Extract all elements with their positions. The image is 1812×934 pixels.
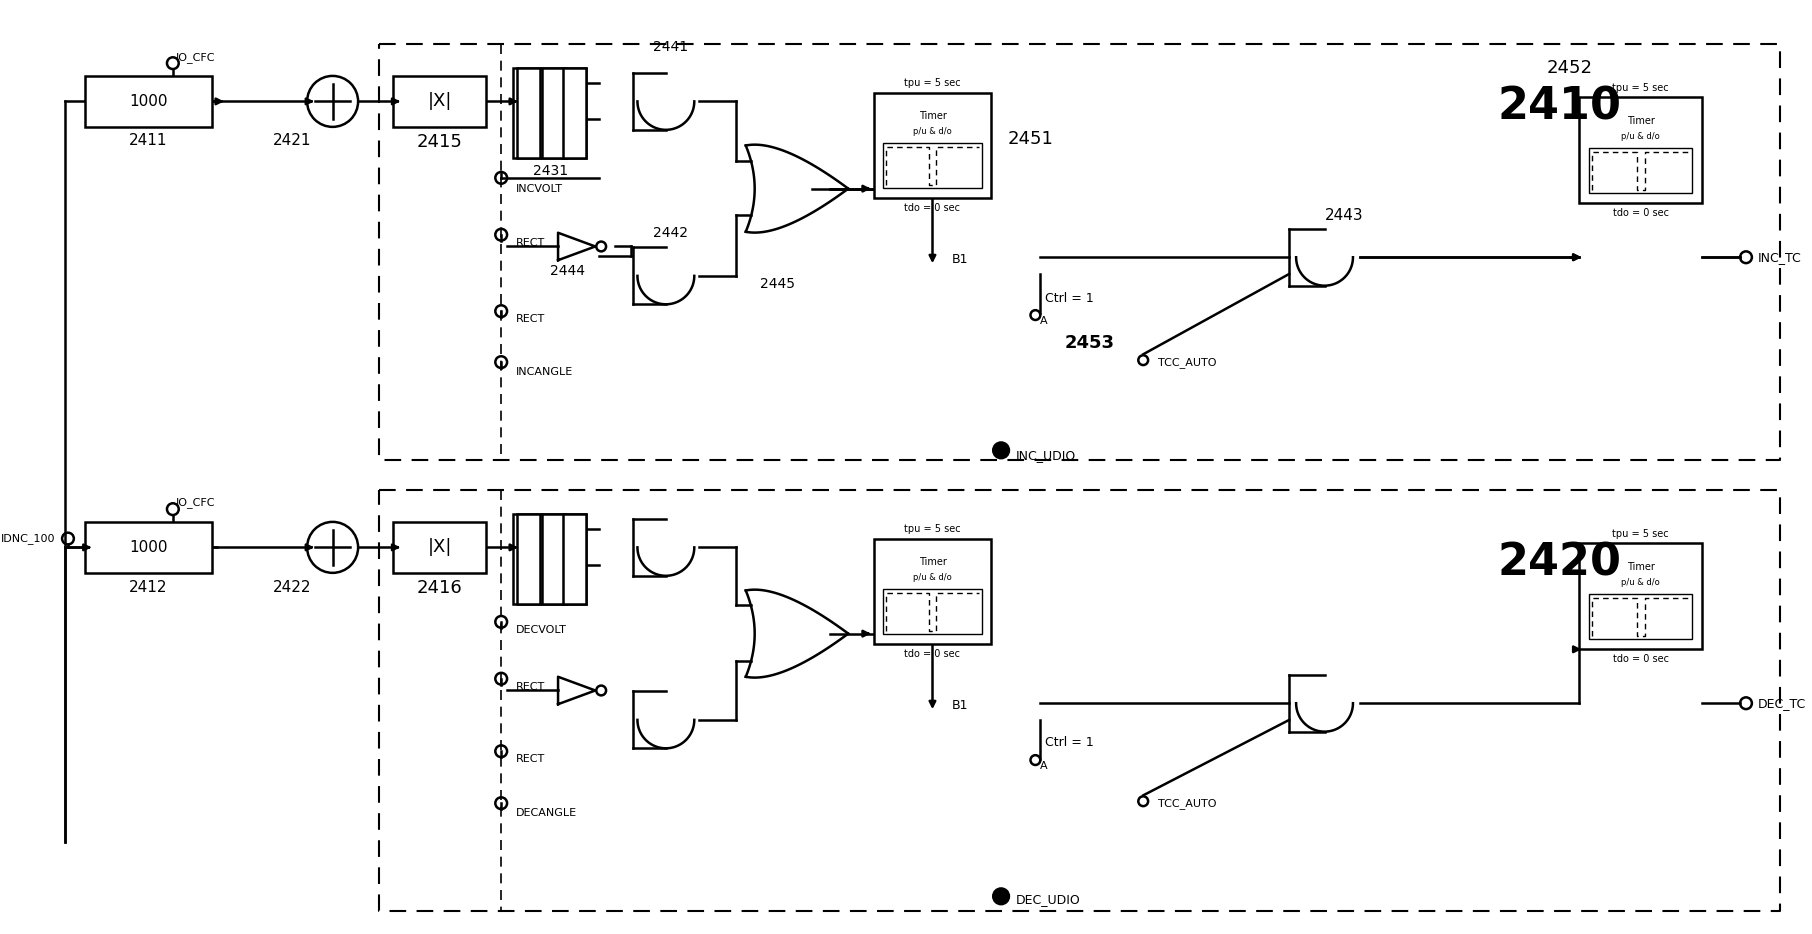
Text: Timer: Timer bbox=[919, 111, 946, 120]
Text: Ctrl = 1: Ctrl = 1 bbox=[1046, 736, 1094, 749]
Text: Timer: Timer bbox=[919, 557, 946, 567]
Text: 2444: 2444 bbox=[551, 264, 585, 278]
Bar bbox=[1580, 97, 1701, 204]
Text: DEC_UDIO: DEC_UDIO bbox=[1017, 893, 1080, 906]
Bar bbox=[564, 514, 587, 604]
Text: INCVOLT: INCVOLT bbox=[516, 184, 564, 193]
Text: Ctrl = 1: Ctrl = 1 bbox=[1046, 292, 1094, 304]
Text: 2441: 2441 bbox=[652, 39, 689, 53]
Text: RECT: RECT bbox=[516, 237, 545, 248]
Text: 2452: 2452 bbox=[1547, 59, 1593, 78]
Bar bbox=[85, 522, 212, 573]
Text: IO_CFC: IO_CFC bbox=[176, 497, 216, 508]
Text: tpu = 5 sec: tpu = 5 sec bbox=[1613, 83, 1669, 92]
Text: 2421: 2421 bbox=[274, 134, 312, 149]
Circle shape bbox=[993, 443, 1009, 459]
Text: RECT: RECT bbox=[516, 754, 545, 764]
Bar bbox=[1580, 544, 1701, 649]
Text: tpu = 5 sec: tpu = 5 sec bbox=[904, 78, 960, 88]
Text: DECANGLE: DECANGLE bbox=[516, 808, 576, 818]
Text: 2415: 2415 bbox=[417, 133, 462, 150]
Text: 1000: 1000 bbox=[129, 94, 167, 109]
Bar bbox=[85, 76, 212, 127]
Text: |X|: |X| bbox=[428, 92, 451, 110]
Text: 2445: 2445 bbox=[759, 276, 795, 290]
Text: tpu = 5 sec: tpu = 5 sec bbox=[904, 524, 960, 533]
Text: A: A bbox=[1040, 316, 1047, 326]
Text: 2420: 2420 bbox=[1499, 542, 1622, 585]
Text: 2412: 2412 bbox=[129, 580, 167, 595]
Text: INC_TC: INC_TC bbox=[1758, 250, 1801, 263]
Text: IDNC_100: IDNC_100 bbox=[0, 533, 54, 544]
Text: DEC_TC: DEC_TC bbox=[1758, 697, 1807, 710]
Text: tpu = 5 sec: tpu = 5 sec bbox=[1613, 529, 1669, 539]
Text: INCANGLE: INCANGLE bbox=[516, 367, 573, 377]
Text: TCC_AUTO: TCC_AUTO bbox=[1158, 798, 1216, 809]
Bar bbox=[516, 514, 540, 604]
Bar bbox=[542, 68, 565, 158]
Text: tdo = 0 sec: tdo = 0 sec bbox=[1613, 654, 1669, 664]
Text: 2453: 2453 bbox=[1064, 333, 1114, 351]
Text: 1000: 1000 bbox=[129, 540, 167, 555]
Bar bbox=[513, 514, 587, 604]
Bar bbox=[1589, 594, 1692, 639]
Text: INC_UDIO: INC_UDIO bbox=[1017, 448, 1076, 461]
Bar bbox=[882, 589, 982, 634]
Bar bbox=[882, 144, 982, 188]
Text: B1: B1 bbox=[951, 253, 969, 265]
Text: p/u & d/o: p/u & d/o bbox=[913, 573, 951, 582]
Text: 2451: 2451 bbox=[1007, 130, 1053, 148]
Text: 2443: 2443 bbox=[1325, 207, 1363, 222]
Text: TCC_AUTO: TCC_AUTO bbox=[1158, 357, 1216, 368]
Bar bbox=[513, 68, 587, 158]
Text: tdo = 0 sec: tdo = 0 sec bbox=[904, 649, 960, 659]
Text: B1: B1 bbox=[951, 699, 969, 712]
Text: DECVOLT: DECVOLT bbox=[516, 625, 567, 635]
Text: p/u & d/o: p/u & d/o bbox=[913, 127, 951, 136]
Text: IO_CFC: IO_CFC bbox=[176, 52, 216, 63]
Text: Timer: Timer bbox=[1627, 116, 1654, 126]
Text: 2410: 2410 bbox=[1499, 86, 1622, 129]
Bar bbox=[542, 514, 565, 604]
Text: 2442: 2442 bbox=[654, 226, 689, 240]
Text: 2422: 2422 bbox=[274, 580, 312, 595]
Bar bbox=[1589, 149, 1692, 192]
Text: tdo = 0 sec: tdo = 0 sec bbox=[904, 204, 960, 213]
Text: 2411: 2411 bbox=[129, 134, 167, 149]
Text: 2431: 2431 bbox=[533, 164, 567, 178]
Bar bbox=[516, 68, 540, 158]
Bar bbox=[564, 68, 587, 158]
Bar bbox=[393, 522, 486, 573]
Bar bbox=[873, 539, 991, 644]
Text: RECT: RECT bbox=[516, 314, 545, 324]
Text: A: A bbox=[1040, 761, 1047, 771]
Text: |X|: |X| bbox=[428, 538, 451, 557]
Bar bbox=[393, 76, 486, 127]
Text: 2416: 2416 bbox=[417, 578, 462, 597]
Text: p/u & d/o: p/u & d/o bbox=[1622, 132, 1660, 141]
Text: p/u & d/o: p/u & d/o bbox=[1622, 578, 1660, 587]
Circle shape bbox=[993, 888, 1009, 904]
Text: Timer: Timer bbox=[1627, 561, 1654, 572]
Text: tdo = 0 sec: tdo = 0 sec bbox=[1613, 208, 1669, 219]
Bar bbox=[873, 92, 991, 198]
Text: RECT: RECT bbox=[516, 682, 545, 691]
